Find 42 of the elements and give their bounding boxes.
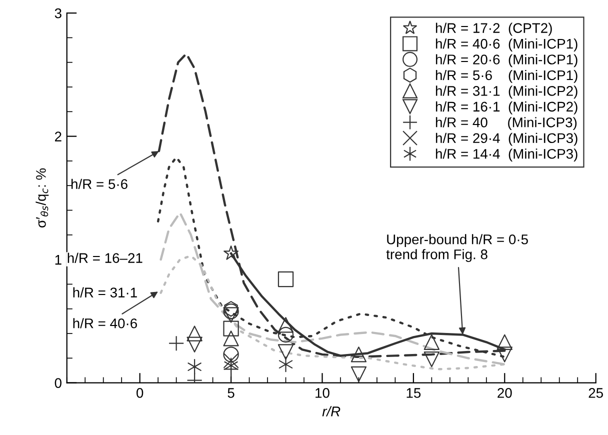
point (224, 301, 238, 317)
point (496, 334, 512, 350)
point (278, 356, 293, 372)
point (424, 352, 440, 368)
y-tick-label: 1 (55, 255, 62, 265)
point (278, 344, 294, 360)
legend-label: h/R = 29·4 (Mini-ICP3) (436, 132, 578, 146)
point (350, 346, 367, 362)
legend-label: h/R = 16·1 (Mini-ICP2) (436, 101, 578, 114)
x-axis-title: r/R (322, 406, 340, 416)
legend-label: h/R = 40·6 (Mini-ICP1) (436, 38, 578, 52)
point (278, 271, 294, 288)
legend-label: h/R = 17·2 (CPT2) (436, 22, 552, 36)
legend-label: h/R = 14·4 (Mini-ICP3) (436, 148, 578, 162)
point (186, 326, 202, 342)
point (186, 336, 202, 352)
legend-label: h/R = 20·6 (Mini-ICP1) (436, 54, 578, 68)
y-tick-label: 0 (54, 378, 62, 388)
annotation: Upper-bound h/R = 0·5 trend from Fig. 8 (386, 234, 528, 262)
annotation: h/R = 5·6 (71, 178, 128, 190)
x-tick-label: 0 (136, 388, 144, 398)
y-axis-title: σ′$_{θs}$/q$_{c}$: % (36, 168, 49, 228)
legend-label: h/R = 40 (Mini-ICP3) (436, 117, 577, 130)
legend-label: h/R = 31·1 (Mini-ICP2) (436, 86, 578, 99)
y-tick-label: 2 (54, 132, 62, 142)
legend-label: h/R = 5·6 (Mini-ICP1) (436, 70, 578, 83)
x-tick-label: 25 (588, 388, 603, 398)
annotation: h/R = 40·6 (73, 318, 137, 328)
point (224, 246, 239, 260)
x-tick-label: 15 (406, 388, 421, 398)
point (350, 366, 367, 382)
point (223, 330, 239, 346)
x-tick-label: 5 (228, 388, 234, 398)
x-tick-label: 20 (498, 388, 512, 398)
point (223, 320, 239, 336)
annotation: h/R = 31·1 (73, 287, 137, 298)
y-tick-label: 3 (54, 8, 62, 18)
point (188, 358, 202, 375)
annotation: h/R = 16–21 (68, 252, 142, 263)
point (224, 358, 238, 374)
x-tick-label: 10 (316, 388, 330, 398)
point (424, 334, 440, 350)
